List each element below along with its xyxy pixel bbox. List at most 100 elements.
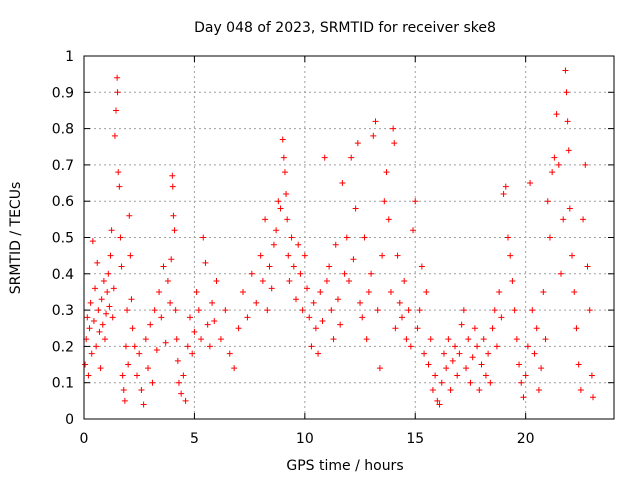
x-tick-label: 10 bbox=[296, 431, 314, 447]
data-point bbox=[167, 299, 174, 306]
data-point bbox=[93, 343, 100, 350]
data-point bbox=[170, 212, 177, 219]
data-point bbox=[140, 401, 147, 408]
y-tick-label: 0.7 bbox=[52, 158, 74, 174]
data-point bbox=[564, 118, 571, 125]
data-point bbox=[516, 361, 523, 368]
data-points bbox=[82, 67, 597, 408]
data-point bbox=[405, 307, 412, 314]
x-tick-label: 20 bbox=[517, 431, 535, 447]
data-point bbox=[100, 278, 107, 285]
data-point bbox=[248, 270, 255, 277]
data-point bbox=[418, 263, 425, 270]
data-point bbox=[586, 307, 593, 314]
data-point bbox=[383, 169, 390, 176]
data-point bbox=[108, 227, 115, 234]
data-point bbox=[471, 325, 478, 332]
x-tick-label: 5 bbox=[190, 431, 199, 447]
data-point bbox=[103, 310, 110, 317]
data-point bbox=[174, 357, 181, 364]
data-point bbox=[312, 325, 319, 332]
data-point bbox=[128, 296, 135, 303]
data-point bbox=[284, 216, 291, 223]
data-point bbox=[509, 278, 516, 285]
data-point bbox=[513, 336, 520, 343]
data-point bbox=[172, 307, 179, 314]
data-point bbox=[416, 307, 423, 314]
data-point bbox=[169, 183, 176, 190]
y-tick-label: 0.9 bbox=[52, 85, 74, 101]
data-point bbox=[352, 205, 359, 212]
data-point bbox=[381, 198, 388, 205]
data-point bbox=[467, 379, 474, 386]
data-point bbox=[538, 365, 545, 372]
data-point bbox=[511, 307, 518, 314]
data-point bbox=[149, 379, 156, 386]
data-point bbox=[432, 372, 439, 379]
data-point bbox=[394, 252, 401, 259]
data-point bbox=[189, 350, 196, 357]
data-point bbox=[485, 350, 492, 357]
data-point bbox=[529, 307, 536, 314]
data-point bbox=[129, 325, 136, 332]
data-point bbox=[317, 288, 324, 295]
data-point bbox=[168, 256, 175, 263]
data-point bbox=[131, 343, 138, 350]
data-point bbox=[85, 372, 92, 379]
data-point bbox=[553, 111, 560, 118]
data-point bbox=[350, 256, 357, 263]
data-point bbox=[518, 379, 525, 386]
data-point bbox=[590, 394, 597, 401]
data-point bbox=[136, 350, 143, 357]
data-point bbox=[275, 198, 282, 205]
data-point bbox=[520, 394, 527, 401]
x-tick-label: 15 bbox=[406, 431, 424, 447]
data-point bbox=[319, 317, 326, 324]
data-point bbox=[297, 270, 304, 277]
data-point bbox=[277, 205, 284, 212]
data-point bbox=[84, 314, 91, 321]
data-point bbox=[368, 270, 375, 277]
data-point bbox=[134, 372, 140, 379]
data-point bbox=[173, 336, 180, 343]
y-tick-label: 0.4 bbox=[52, 267, 74, 283]
data-point bbox=[489, 325, 496, 332]
data-point bbox=[414, 325, 421, 332]
data-point bbox=[391, 140, 398, 147]
data-point bbox=[193, 288, 200, 295]
data-point bbox=[487, 379, 494, 386]
data-point bbox=[286, 278, 293, 285]
data-point bbox=[222, 307, 229, 314]
data-point bbox=[182, 397, 189, 404]
data-point bbox=[434, 397, 441, 404]
data-point bbox=[158, 314, 165, 321]
data-point bbox=[365, 288, 372, 295]
data-point bbox=[120, 386, 127, 393]
data-point bbox=[354, 140, 361, 147]
data-point bbox=[96, 328, 103, 335]
data-point bbox=[151, 307, 158, 314]
data-point bbox=[558, 270, 564, 277]
data-point bbox=[235, 325, 242, 332]
data-point bbox=[240, 288, 246, 295]
data-point bbox=[460, 307, 467, 314]
data-point bbox=[535, 386, 542, 393]
data-point bbox=[281, 169, 288, 176]
data-point bbox=[126, 212, 133, 219]
data-point bbox=[436, 401, 443, 408]
data-point bbox=[82, 361, 89, 368]
data-point bbox=[346, 278, 352, 285]
data-point bbox=[456, 350, 463, 357]
data-point bbox=[580, 216, 587, 223]
data-point bbox=[577, 386, 584, 393]
x-tick-label: 0 bbox=[80, 431, 89, 447]
data-point bbox=[478, 361, 485, 368]
data-point bbox=[588, 372, 595, 379]
data-point bbox=[116, 183, 123, 190]
data-point bbox=[421, 350, 428, 357]
data-point bbox=[169, 172, 176, 179]
data-point bbox=[279, 136, 286, 143]
data-point bbox=[493, 343, 500, 350]
data-point bbox=[244, 314, 251, 321]
